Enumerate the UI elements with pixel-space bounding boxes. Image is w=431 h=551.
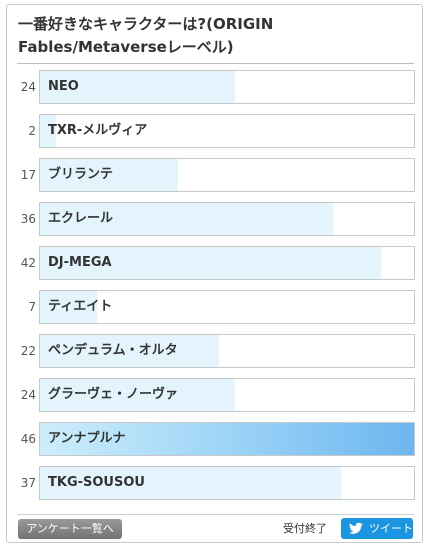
vote-count: 17 — [20, 168, 36, 182]
option-label: ブリランテ — [48, 167, 114, 182]
option-label: DJ-MEGA — [48, 255, 112, 270]
title-divider — [17, 63, 414, 64]
vote-count: 24 — [20, 80, 36, 94]
tweet-button-label: ツイート — [369, 522, 413, 535]
poll-card: 一番好きなキャラクターは?(ORIGIN Fables/Metaverseレーベ… — [6, 4, 423, 543]
option-label: アンナプルナ — [48, 431, 126, 446]
option-label: ペンデュラム・オルタ — [48, 343, 178, 358]
vote-count: 46 — [20, 432, 36, 446]
vote-count: 42 — [20, 256, 36, 270]
poll-option-row: 36 エクレール — [15, 202, 415, 236]
vote-count: 7 — [28, 300, 36, 314]
poll-title: 一番好きなキャラクターは?(ORIGIN Fables/Metaverseレーベ… — [18, 15, 274, 56]
vote-bar-fill — [40, 115, 56, 147]
option-label: TXR-メルヴィア — [48, 123, 148, 138]
option-label: エクレール — [48, 211, 114, 226]
poll-option-row: 24 NEO — [15, 70, 415, 104]
option-label: TKG-SOUSOU — [48, 475, 145, 490]
poll-option-row: 2 TXR-メルヴィア — [15, 114, 415, 148]
twitter-bird-icon — [349, 522, 363, 534]
vote-count: 36 — [20, 212, 36, 226]
status-text: 受付終了 — [283, 522, 327, 535]
vote-count: 24 — [20, 388, 36, 402]
poll-option-row: 46 アンナプルナ — [15, 422, 415, 456]
vote-count: 37 — [20, 476, 36, 490]
vote-bar-track: ブリランテ — [39, 158, 415, 192]
vote-bar-track: アンナプルナ — [39, 422, 415, 456]
vote-count: 22 — [20, 344, 36, 358]
vote-bar-fill — [40, 203, 333, 235]
vote-bar-track: ペンデュラム・オルタ — [39, 334, 415, 368]
vote-bar-fill — [40, 159, 178, 191]
vote-bar-fill — [40, 335, 219, 367]
poll-option-row: 37 TKG-SOUSOU — [15, 466, 415, 500]
option-label: ティエイト — [48, 299, 113, 314]
poll-option-row: 17 ブリランテ — [15, 158, 415, 192]
tweet-button[interactable]: ツイート — [341, 518, 413, 539]
vote-bar-fill — [40, 423, 414, 455]
vote-bar-track: TKG-SOUSOU — [39, 466, 415, 500]
survey-list-button[interactable]: アンケート一覧へ — [18, 519, 122, 539]
vote-bar-fill — [40, 71, 235, 103]
poll-option-row: 7 ティエイト — [15, 290, 415, 324]
option-label: グラーヴェ・ノーヴァ — [48, 387, 179, 402]
option-label: NEO — [48, 79, 79, 94]
vote-bar-track: TXR-メルヴィア — [39, 114, 415, 148]
vote-bar-fill — [40, 379, 235, 411]
vote-bar-fill — [40, 247, 381, 279]
vote-bar-track: DJ-MEGA — [39, 246, 415, 280]
vote-bar-track: ティエイト — [39, 290, 415, 324]
vote-bar-fill — [40, 291, 97, 323]
poll-option-row: 22 ペンデュラム・オルタ — [15, 334, 415, 368]
vote-bar-track: エクレール — [39, 202, 415, 236]
poll-option-row: 42 DJ-MEGA — [15, 246, 415, 280]
vote-bar-fill — [40, 467, 341, 499]
footer-divider — [17, 514, 414, 515]
vote-count: 2 — [28, 124, 36, 138]
vote-bar-track: NEO — [39, 70, 415, 104]
poll-option-row: 24 グラーヴェ・ノーヴァ — [15, 378, 415, 412]
vote-bar-track: グラーヴェ・ノーヴァ — [39, 378, 415, 412]
